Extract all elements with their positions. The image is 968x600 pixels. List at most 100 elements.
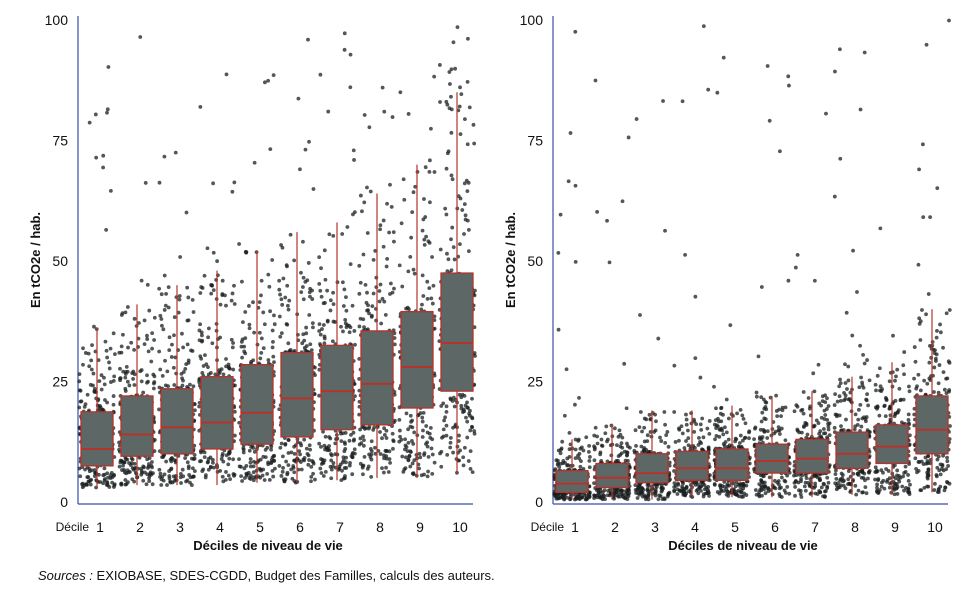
decile-group-5: 5 <box>237 73 277 535</box>
data-point <box>319 444 323 449</box>
data-point <box>620 199 625 204</box>
data-point <box>165 483 169 487</box>
data-point <box>198 459 202 464</box>
data-point <box>785 484 790 489</box>
data-point <box>860 416 865 421</box>
data-point <box>262 478 267 482</box>
data-point <box>402 197 407 202</box>
data-point <box>772 478 777 483</box>
data-point <box>289 450 294 455</box>
data-point <box>853 412 858 417</box>
data-point <box>419 307 424 312</box>
data-point <box>576 453 580 458</box>
data-point <box>369 439 374 444</box>
data-point <box>218 302 223 307</box>
data-point <box>130 457 135 462</box>
data-point <box>825 486 830 490</box>
data-point <box>448 440 453 445</box>
data-point <box>723 425 727 430</box>
data-point <box>381 218 386 223</box>
data-point <box>410 425 415 430</box>
data-point <box>618 444 623 449</box>
data-point <box>841 428 846 432</box>
data-point <box>118 460 123 465</box>
data-point <box>331 302 336 307</box>
data-point <box>382 426 387 431</box>
data-point <box>391 446 395 451</box>
data-point <box>99 373 104 378</box>
data-point <box>786 278 791 283</box>
data-point <box>866 403 871 408</box>
x-prefix-label: Décile <box>56 520 90 534</box>
data-point <box>127 461 131 465</box>
data-point <box>123 375 128 380</box>
data-point <box>742 491 747 496</box>
data-point <box>614 487 618 492</box>
data-point <box>310 297 315 301</box>
data-point <box>743 435 748 440</box>
data-point <box>342 47 347 52</box>
data-point <box>310 321 315 326</box>
data-point <box>774 393 779 398</box>
data-point <box>357 291 362 296</box>
data-point <box>191 310 196 314</box>
data-point <box>265 471 270 476</box>
data-point <box>160 455 164 460</box>
data-point <box>593 425 598 430</box>
data-point <box>326 447 331 451</box>
data-point <box>83 402 88 407</box>
data-point <box>162 308 167 312</box>
data-point <box>112 485 116 489</box>
data-point <box>410 439 414 443</box>
data-point <box>823 400 828 405</box>
data-point <box>903 469 908 474</box>
x-tick-label: 3 <box>176 519 184 535</box>
data-point <box>758 487 762 492</box>
data-point <box>465 419 470 424</box>
data-point <box>902 350 907 354</box>
data-point <box>150 331 155 336</box>
data-point <box>680 484 684 489</box>
box <box>360 330 394 426</box>
data-point <box>373 248 378 253</box>
data-point <box>121 369 126 374</box>
data-point <box>706 490 711 495</box>
data-point <box>432 460 437 465</box>
data-point <box>93 112 98 117</box>
data-point <box>200 371 205 375</box>
data-point <box>465 142 470 147</box>
data-point <box>184 479 188 484</box>
data-point <box>719 406 724 411</box>
data-point <box>313 477 317 482</box>
data-point <box>252 330 257 335</box>
data-point <box>198 322 203 327</box>
data-point <box>856 488 861 493</box>
data-point <box>277 407 282 412</box>
data-point <box>278 292 282 297</box>
decile-group-4: 4 <box>197 72 237 535</box>
data-point <box>321 301 326 306</box>
data-point <box>413 184 418 189</box>
data-point <box>903 464 908 469</box>
data-point <box>839 424 843 429</box>
data-point <box>251 470 256 475</box>
data-point <box>733 439 738 444</box>
data-point <box>662 496 667 501</box>
data-point <box>779 495 784 499</box>
data-point <box>673 440 678 444</box>
data-point <box>321 474 326 478</box>
data-point <box>205 460 210 465</box>
data-point <box>367 125 372 130</box>
x-axis-label: Déciles de niveau de vie <box>193 538 343 553</box>
data-point <box>220 278 225 283</box>
data-point <box>861 490 865 495</box>
data-point <box>103 398 107 402</box>
data-point <box>344 460 348 465</box>
data-point <box>317 441 322 446</box>
data-point <box>298 441 303 446</box>
data-point <box>838 483 843 488</box>
data-point <box>227 456 232 461</box>
data-point <box>850 333 855 338</box>
data-point <box>427 286 432 291</box>
data-point <box>845 387 849 391</box>
